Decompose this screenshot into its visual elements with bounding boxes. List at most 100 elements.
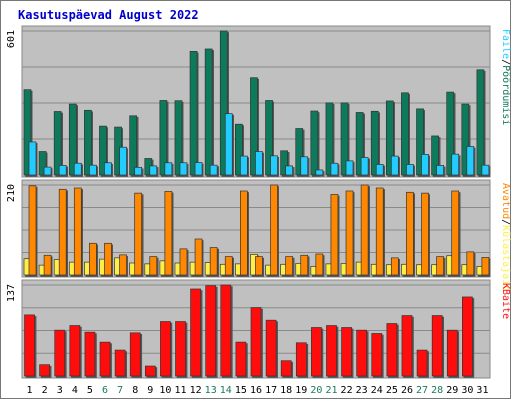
bar-faile-day-11 <box>179 162 188 176</box>
bar-kbaite-day-2 <box>39 364 50 377</box>
x-tick-label-9: 9 <box>147 385 153 396</box>
bar-kbaite-day-6 <box>99 341 111 377</box>
bar-pöördumisi-day-31 <box>476 69 485 176</box>
x-tick-label-12: 12 <box>190 385 202 396</box>
bar-avatud-day-27 <box>421 192 429 276</box>
bar-faile-day-6 <box>104 162 112 176</box>
x-tick-label-27: 27 <box>416 385 428 396</box>
bar-faile-day-31 <box>481 164 490 176</box>
bar-pöördumisi-day-25 <box>385 100 394 176</box>
bar-faile-day-18 <box>285 165 293 176</box>
bar-faile-day-8 <box>134 166 143 176</box>
bar-kbaite-day-22 <box>341 327 352 377</box>
bar-kbaite-day-16 <box>250 307 262 377</box>
bar-faile-day-25 <box>390 155 399 176</box>
bar-avatud-day-13 <box>209 247 218 276</box>
bar-pöördumisi-day-8 <box>129 115 138 176</box>
x-tick-label-10: 10 <box>159 385 171 396</box>
chart-title: Kasutuspäevad August 2022 <box>18 8 199 22</box>
bar-faile-day-9 <box>149 165 158 176</box>
bar-avatud-day-25 <box>390 257 399 276</box>
bar-faile-day-13 <box>209 164 218 176</box>
bar-avatud-day-12 <box>194 238 203 276</box>
axis-max-label: 601 <box>6 30 17 48</box>
bar-pöördumisi-day-13 <box>204 48 213 176</box>
legend-separator: / <box>500 219 511 225</box>
bar-faile-day-29 <box>451 153 460 176</box>
bar-faile-day-15 <box>240 155 248 176</box>
bar-pöördumisi-day-19 <box>295 128 304 176</box>
bar-avatud-day-23 <box>360 184 369 276</box>
x-tick-label-28: 28 <box>431 385 443 396</box>
x-tick-label-6: 6 <box>102 385 108 396</box>
x-tick-label-2: 2 <box>42 385 48 396</box>
x-tick-label-25: 25 <box>386 385 398 396</box>
x-tick-label-22: 22 <box>341 385 353 396</box>
bar-pöördumisi-day-27 <box>416 108 424 176</box>
bar-kbaite-day-8 <box>129 332 141 377</box>
bar-avatud-day-1 <box>28 185 37 276</box>
bar-faile-day-3 <box>58 165 67 176</box>
bar-kbaite-day-4 <box>69 325 81 377</box>
bar-faile-day-4 <box>73 162 82 176</box>
x-tick-label-19: 19 <box>295 385 307 396</box>
x-tick-label-5: 5 <box>87 385 93 396</box>
bar-faile-day-21 <box>330 162 339 176</box>
bar-pöördumisi-day-5 <box>84 109 92 176</box>
legend-külastajaid: Külastajaid <box>500 225 511 291</box>
bar-avatud-day-11 <box>179 248 188 276</box>
bar-avatud-day-29 <box>451 190 460 276</box>
bar-pöördumisi-day-15 <box>235 123 243 176</box>
bar-pöördumisi-day-14 <box>219 30 228 176</box>
bar-pöördumisi-day-30 <box>461 103 470 176</box>
x-axis-labels: 1 2 3 4 5 6 7 8 9 10 11 12 13 14 15 16 17 18 19 20 21 22 23 24 2… <box>27 385 489 396</box>
bar-avatud-day-31 <box>481 257 490 276</box>
legend-faile: Faile <box>500 29 511 59</box>
bar-faile-day-28 <box>436 165 444 176</box>
bar-pöördumisi-day-6 <box>99 125 107 176</box>
bar-avatud-day-26 <box>406 191 414 276</box>
x-tick-label-18: 18 <box>280 385 292 396</box>
bar-pöördumisi-day-23 <box>355 112 364 176</box>
bar-faile-day-10 <box>164 162 173 176</box>
bar-kbaite-day-26 <box>401 315 413 377</box>
bar-avatud-day-16 <box>255 256 263 276</box>
bar-kbaite-day-20 <box>311 327 322 377</box>
bar-pöördumisi-day-16 <box>250 77 258 176</box>
bar-kbaite-day-3 <box>54 329 66 377</box>
bar-kbaite-day-27 <box>416 349 428 377</box>
legend-kbaite: KBaite <box>500 283 511 319</box>
x-tick-label-14: 14 <box>220 385 232 396</box>
x-tick-label-29: 29 <box>446 385 458 396</box>
legend-panel-2: Avatud/Külastajaid <box>500 183 511 291</box>
bar-faile-day-17 <box>270 155 278 176</box>
bar-kbaite-day-10 <box>160 321 171 377</box>
legend-avatud: Avatud <box>500 183 511 219</box>
bar-avatud-day-30 <box>466 251 475 276</box>
bar-pöördumisi-day-17 <box>265 100 273 176</box>
bar-kbaite-day-14 <box>220 284 232 377</box>
bar-pöördumisi-day-1 <box>23 89 32 176</box>
bar-kbaite-day-30 <box>462 296 473 377</box>
x-tick-label-24: 24 <box>371 385 383 396</box>
bar-pöördumisi-day-20 <box>310 110 319 176</box>
bar-avatud-day-4 <box>73 187 82 276</box>
x-tick-label-3: 3 <box>57 385 63 396</box>
bar-avatud-day-5 <box>89 242 97 276</box>
x-tick-label-20: 20 <box>310 385 322 396</box>
bar-kbaite-day-25 <box>386 323 398 377</box>
bar-kbaite-day-29 <box>446 329 458 377</box>
bar-pöördumisi-day-4 <box>68 103 77 176</box>
bar-faile-day-23 <box>360 157 369 176</box>
x-tick-label-13: 13 <box>205 385 217 396</box>
legend-panel-3: KBaite <box>500 283 511 319</box>
bar-faile-day-12 <box>194 162 203 176</box>
bar-pöördumisi-day-12 <box>189 51 198 176</box>
bar-pöördumisi-day-10 <box>159 100 168 176</box>
bar-kbaite-day-28 <box>431 315 443 377</box>
bar-pöördumisi-day-24 <box>370 110 379 176</box>
bar-kbaite-day-18 <box>280 360 292 377</box>
bar-avatud-day-8 <box>134 192 143 276</box>
bar-faile-day-20 <box>315 169 324 176</box>
